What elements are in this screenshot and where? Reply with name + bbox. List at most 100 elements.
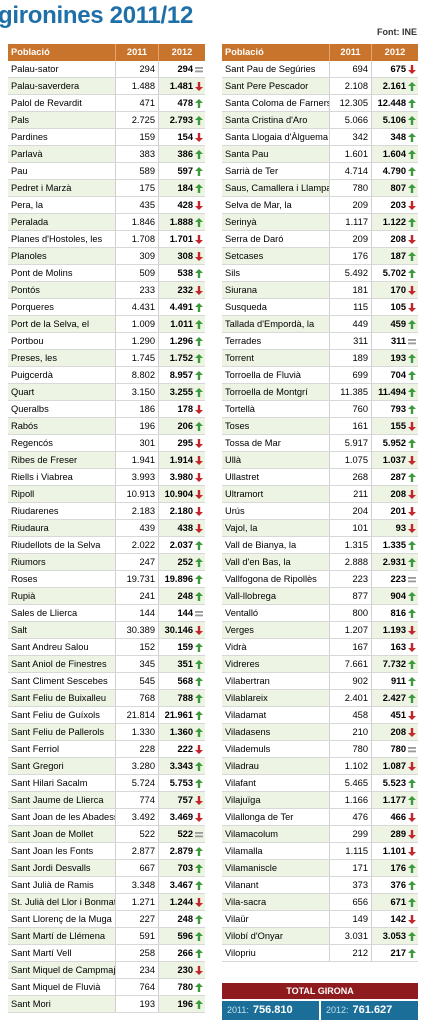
value-2012: 93 xyxy=(371,520,418,536)
cell-text: Santa Llogaia d'Àlguema xyxy=(225,132,329,142)
cell-text: 5.523 xyxy=(382,778,406,788)
cell-text: Siurana xyxy=(225,285,258,295)
cell-text: Puigcerdà xyxy=(11,370,53,380)
value-2011: 101 xyxy=(329,520,371,536)
name-cell: Riudarenes xyxy=(8,503,115,519)
value-2012: 466 xyxy=(371,809,418,825)
value-2011: 1.207 xyxy=(329,622,371,638)
cell-text: Vajol, la xyxy=(225,523,258,533)
name-cell: Vilablareix xyxy=(222,690,329,706)
value-2012: 21.961 xyxy=(158,707,205,723)
value-2012: 2.427 xyxy=(371,690,418,706)
cell-text: 703 xyxy=(177,863,193,873)
cell-text: Sant Joan de les Abadesses xyxy=(11,812,115,822)
cell-text: 439 xyxy=(139,523,155,533)
value-2012: 675 xyxy=(371,61,418,77)
cell-text: 5.724 xyxy=(131,778,155,788)
name-cell: Vall de Bianya, la xyxy=(222,537,329,553)
table-row: Serinyà 1.117 1.122 xyxy=(222,214,418,231)
value-2012: 294 xyxy=(158,61,205,77)
cell-text: Viladasens xyxy=(225,727,271,737)
value-2012: 4.790 xyxy=(371,163,418,179)
value-2012: 1.481 xyxy=(158,78,205,94)
value-2012: 1.122 xyxy=(371,214,418,230)
name-cell: Tallada d'Empordà, la xyxy=(222,316,329,332)
cell-text: Pont de Molins xyxy=(11,268,73,278)
cell-text: 2.877 xyxy=(131,846,155,856)
cell-text: Sant Miquel de Campmajor xyxy=(11,965,115,975)
table-row: Vidrà 167 163 xyxy=(222,639,418,656)
name-cell: Sant Jordi Desvalls xyxy=(8,860,115,876)
value-2011: 247 xyxy=(115,554,158,570)
cell-text: Sant Aniol de Finestres xyxy=(11,659,107,669)
value-2011: 2.108 xyxy=(329,78,371,94)
value-2012: 438 xyxy=(158,520,205,536)
cell-text: 435 xyxy=(139,200,155,210)
cell-text: Torroella de Fluvià xyxy=(225,370,301,380)
value-2011: 268 xyxy=(329,469,371,485)
name-cell: Toses xyxy=(222,418,329,434)
value-2012: 1.193 xyxy=(371,622,418,638)
total-box: TOTAL GIRONA 2011: 756.810 2012: 761.627 xyxy=(222,983,418,1020)
cell-text: Ripoll xyxy=(11,489,35,499)
value-2012: 522 xyxy=(158,826,205,842)
cell-text: Sant Joan de Mollet xyxy=(11,829,94,839)
cell-text: Queralbs xyxy=(11,404,49,414)
cell-text: 5.492 xyxy=(344,268,368,278)
value-2012: 5.952 xyxy=(371,435,418,451)
cell-text: 2.183 xyxy=(131,506,155,516)
cell-text: Serra de Daró xyxy=(225,234,284,244)
name-cell: Parlavà xyxy=(8,146,115,162)
source: Font: INE xyxy=(377,27,417,37)
cell-text: Pau xyxy=(11,166,28,176)
trend-icon xyxy=(195,541,203,550)
cell-text: 1.102 xyxy=(344,761,368,771)
table-row: Preses, les 1.745 1.752 xyxy=(8,350,205,367)
cell-text: 4.431 xyxy=(131,302,155,312)
cell-text: 144 xyxy=(139,608,155,618)
name-cell: Sant Gregori xyxy=(8,758,115,774)
cell-text: 299 xyxy=(352,829,368,839)
cell-text: 1.207 xyxy=(344,625,368,635)
cell-text: Vilamaniscle xyxy=(225,863,278,873)
name-cell: Sales de Llierca xyxy=(8,605,115,621)
cell-text: 161 xyxy=(352,421,368,431)
table-row: Vilanant 373 376 xyxy=(222,877,418,894)
value-2011: 227 xyxy=(115,911,158,927)
total-title: TOTAL GIRONA xyxy=(222,983,418,999)
value-2012: 206 xyxy=(158,418,205,434)
cell-text: Ribes de Freser xyxy=(11,455,78,465)
cell-text: 1.115 xyxy=(345,846,368,856)
table-row: Porqueres 4.431 4.491 xyxy=(8,299,205,316)
table-row: Viladrau 1.102 1.087 xyxy=(222,758,418,775)
value-2012: 2.793 xyxy=(158,112,205,128)
value-2011: 181 xyxy=(329,282,371,298)
value-2011: 301 xyxy=(115,435,158,451)
trend-icon xyxy=(195,1000,203,1009)
value-2012: 2.037 xyxy=(158,537,205,553)
value-2012: 459 xyxy=(371,316,418,332)
table-row: Sant Jordi Desvalls 667 703 xyxy=(8,860,205,877)
name-cell: Torrent xyxy=(222,350,329,366)
value-2012: 155 xyxy=(371,418,418,434)
trend-icon xyxy=(195,252,203,261)
name-cell: Pontós xyxy=(8,282,115,298)
cell-text: 1.335 xyxy=(382,540,406,550)
trend-icon xyxy=(195,762,203,771)
value-2012: 757 xyxy=(158,792,205,808)
cell-text: Vilademuls xyxy=(225,744,271,754)
name-cell: Vilafant xyxy=(222,775,329,791)
value-2011: 780 xyxy=(329,741,371,757)
cell-text: 223 xyxy=(390,574,406,584)
cell-text: 5.066 xyxy=(344,115,368,125)
cell-text: Vall-llobrega xyxy=(225,591,276,601)
value-2012: 451 xyxy=(371,707,418,723)
value-2011: 3.031 xyxy=(329,928,371,944)
value-2011: 1.601 xyxy=(329,146,371,162)
cell-text: 3.031 xyxy=(344,931,368,941)
value-2012: 1.101 xyxy=(371,843,418,859)
value-2011: 760 xyxy=(329,401,371,417)
cell-text: 223 xyxy=(352,574,368,584)
cell-text: 186 xyxy=(139,404,155,414)
